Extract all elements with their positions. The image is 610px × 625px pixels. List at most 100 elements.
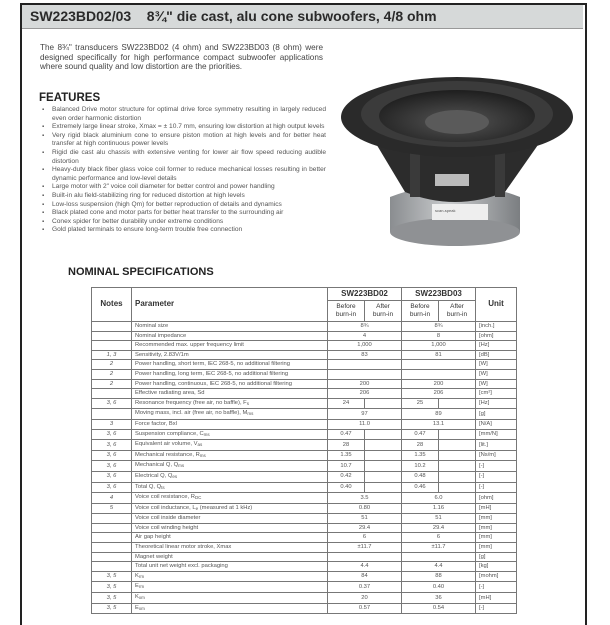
value-a: 29.4 xyxy=(327,522,402,534)
value-a: 84 xyxy=(327,570,402,583)
spec-unit: [g] xyxy=(475,408,517,420)
value-a: 3.5 xyxy=(327,492,402,504)
value-a: 83 xyxy=(327,349,402,361)
value-a: 8¾ xyxy=(327,321,402,332)
spec-parameter: Voice coil resistance, RDC xyxy=(131,492,328,504)
spec-notes: 3, 5 xyxy=(91,592,132,604)
value-b-after xyxy=(438,481,476,494)
spec-unit: [-] xyxy=(475,581,517,594)
value-b: 8 xyxy=(401,330,476,342)
spec-parameter: Power handling, continuous, IEC 268-5, n… xyxy=(131,378,328,390)
parameter-subscript: ms xyxy=(203,431,210,437)
value-a: 0.80 xyxy=(327,502,402,515)
value-b: 0.40 xyxy=(401,581,476,594)
parameter-text: Mechanical Q, Q xyxy=(135,462,179,469)
value-b: 200 xyxy=(401,378,476,390)
value-a-after xyxy=(364,397,402,410)
value-b-before: 0.46 xyxy=(401,481,439,494)
spec-notes xyxy=(91,522,132,534)
spec-parameter: Total unit net weight excl. packaging xyxy=(131,561,328,572)
spec-notes: 3, 6 xyxy=(91,428,132,441)
value-a-before: 0.40 xyxy=(327,481,365,494)
spec-parameter: Suspension compliance, Cms xyxy=(131,428,328,441)
parameter-subscript: ms xyxy=(199,452,206,458)
spec-notes: 2 xyxy=(91,378,132,390)
header-a-after: After burn-in xyxy=(364,300,402,322)
spec-row: Voice coil inside diameter 51 51 [mm] xyxy=(91,513,517,524)
spec-parameter: Kxm xyxy=(131,592,328,604)
parameter-text: Electrical Q, Q xyxy=(135,472,173,479)
feature-item: Built-in alu field-stabilizing ring for … xyxy=(40,192,326,201)
feature-item: Very rigid black aluminium cone to ensur… xyxy=(40,132,326,149)
spec-parameter: Erm xyxy=(131,581,328,594)
parameter-text: Total Q, Q xyxy=(135,483,162,490)
spec-parameter: Total Q, Qts xyxy=(131,481,328,494)
spec-notes: 3, 6 xyxy=(91,470,132,483)
parameter-subscript: s xyxy=(246,400,249,406)
spec-row: Air gap height 6 6 [mm] xyxy=(91,532,517,544)
value-b-after xyxy=(438,470,476,483)
feature-item: Conex spider for better durability under… xyxy=(40,218,326,227)
spec-notes xyxy=(91,561,132,572)
value-a-before: 10.7 xyxy=(327,460,365,472)
value-a: 206 xyxy=(327,388,402,399)
parameter-text: Total unit net weight excl. packaging xyxy=(135,563,228,570)
spec-notes: 3 xyxy=(91,418,132,430)
spec-notes: 3, 6 xyxy=(91,481,132,494)
value-b: 8¾ xyxy=(401,321,476,332)
spec-unit: [mm/N] xyxy=(475,428,517,441)
value-b-before: 10.2 xyxy=(401,460,439,472)
spec-parameter: Force factor, Bxl xyxy=(131,418,328,430)
header-unit: Unit xyxy=(475,287,517,322)
spec-parameter: Exm xyxy=(131,602,328,615)
spec-row: Effective radiating area, Sd 206 206 [cm²] xyxy=(91,388,517,399)
parameter-subscript: e xyxy=(195,505,199,511)
spec-notes xyxy=(91,340,132,351)
value-a: 0.37 xyxy=(327,581,402,594)
spec-unit: [W] xyxy=(475,378,517,390)
value-b: 81 xyxy=(401,349,476,361)
spec-unit: [-] xyxy=(475,602,517,615)
spec-unit: [lit.] xyxy=(475,439,517,451)
spec-unit: [cm²] xyxy=(475,388,517,399)
spec-unit: [N/A] xyxy=(475,418,517,430)
spec-parameter: Mechanical Q, Qms xyxy=(131,460,328,472)
spec-notes: 2 xyxy=(91,368,132,380)
spec-unit: [W] xyxy=(475,368,517,380)
value-a: 4 xyxy=(327,330,402,342)
parameter-text: Force factor, Bxl xyxy=(135,420,177,427)
specs-table: Notes Parameter SW223BD02 SW223BD03 Unit… xyxy=(91,287,517,615)
feature-item: Balanced Drive motor structure for optim… xyxy=(40,106,326,123)
spec-parameter: Magnet weight xyxy=(131,551,328,563)
value-a: 6 xyxy=(327,532,402,544)
feature-item: Extremely large linear stroke, Xmax = ± … xyxy=(40,123,326,132)
value-a-after xyxy=(364,470,402,483)
value-a: 11.0 xyxy=(327,418,402,430)
value-b: 13.1 xyxy=(401,418,476,430)
spec-row: 5 Voice coil inductance, Le (measured at … xyxy=(91,502,517,515)
value-a: 51 xyxy=(327,513,402,524)
value-b-before: 0.47 xyxy=(401,428,439,441)
specs-heading: NOMINAL SPECIFICATIONS xyxy=(68,266,214,278)
spec-row: Recommended max. upper frequency limit 1,… xyxy=(91,340,517,351)
parameter-text: Voice coil winding height xyxy=(135,524,199,531)
value-b: 51 xyxy=(401,513,476,524)
spec-row: Voice coil winding height 29.4 29.4 [mm] xyxy=(91,522,517,534)
value-b: ±11.7 xyxy=(401,542,476,553)
parameter-subscript: es xyxy=(172,473,178,479)
parameter-text: Suspension compliance, C xyxy=(135,430,204,437)
parameter-text: E xyxy=(135,604,139,611)
parameter-text: Nominal size xyxy=(135,323,169,329)
parameter-text: K xyxy=(135,594,139,601)
spec-row: 3 Force factor, Bxl 11.0 13.1 [N/A] xyxy=(91,418,517,430)
value-a: 1,000 xyxy=(327,340,402,351)
spec-unit: [W] xyxy=(475,359,517,370)
feature-item: Heavy-duty black fiber glass voice coil … xyxy=(40,166,326,183)
spec-notes xyxy=(91,513,132,524)
spec-parameter: Moving mass, incl. air (free air, no baf… xyxy=(131,408,328,420)
parameter-subscript: DC xyxy=(194,495,202,501)
parameter-subscript: xm xyxy=(138,605,145,611)
spec-unit: [mm] xyxy=(475,532,517,544)
features-list: Balanced Drive motor structure for optim… xyxy=(40,106,326,235)
value-a-before: 24 xyxy=(327,397,365,410)
